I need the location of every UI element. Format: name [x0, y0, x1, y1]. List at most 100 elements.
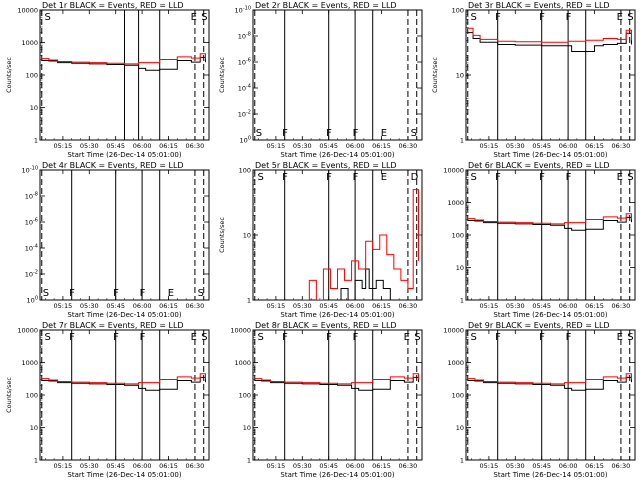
event-marker: S [627, 172, 633, 183]
event-marker: F [282, 128, 288, 139]
x-tick-label: 06:15 [372, 302, 391, 310]
x-tick-label: 05:45 [106, 462, 125, 470]
series-events [333, 268, 398, 300]
y-tick-label: 100 [240, 136, 251, 145]
chart-title: Det 2r BLACK = Events, RED = LLD [255, 1, 397, 10]
event-marker: E [617, 332, 623, 343]
event-marker: E [404, 332, 410, 343]
y-tick-label: 1 [460, 137, 464, 145]
x-tick-label: 06:00 [133, 302, 152, 310]
x-tick-label: 05:45 [319, 142, 338, 150]
x-axis-label: Start Time (26-Dec-14 05:01:00) [67, 311, 181, 319]
chart-panel-8: Det 8r BLACK = Events, RED = LLD 05:15 05:… [230, 321, 423, 479]
series-layer [41, 53, 206, 71]
x-tick-label: 06:15 [585, 302, 604, 310]
plot-frame [465, 9, 636, 141]
y-tick-label: 10 [243, 424, 251, 432]
x-tick-label: 05:15 [267, 142, 286, 150]
x-tick-label: 05:30 [80, 462, 99, 470]
y-tick-label: 10 [30, 424, 38, 432]
x-axis-label: Start Time (26-Dec-14 05:01:00) [280, 311, 394, 319]
plot-frame [252, 9, 423, 141]
y-tick-label: 10000 [230, 327, 251, 335]
y-tick-label: 10000 [443, 327, 464, 335]
event-marker: S [471, 172, 477, 183]
event-marker: F [566, 12, 572, 23]
x-tick-label: 05:30 [80, 302, 99, 310]
y-tick-label: 1 [34, 457, 38, 465]
chart-title: Det 8r BLACK = Events, RED = LLD [255, 321, 397, 330]
x-tick-label: 05:45 [106, 302, 125, 310]
event-marker: S [411, 128, 417, 139]
x-tick-label: 06:30 [612, 302, 631, 310]
x-tick-label: 06:00 [346, 142, 365, 150]
event-marker: F [326, 172, 332, 183]
y-tick-label: 1 [34, 137, 38, 145]
series-layer [467, 373, 632, 391]
x-tick-label: 05:30 [293, 462, 312, 470]
series-lld [41, 53, 206, 65]
event-marker: F [326, 332, 332, 343]
x-axis-label: Start Time (26-Dec-14 05:01:00) [493, 471, 607, 479]
x-tick-label: 06:15 [159, 462, 178, 470]
series-events [41, 376, 206, 391]
event-marker: S [627, 12, 633, 23]
series-events [467, 376, 632, 391]
event-marker: F [113, 288, 119, 299]
series-layer [254, 373, 419, 391]
event-marker: F [69, 332, 75, 343]
event-marker: F [495, 12, 501, 23]
x-tick-label: 05:30 [293, 302, 312, 310]
y-tick-label: 1 [460, 457, 464, 465]
y-tick-label: 100 [26, 72, 38, 80]
x-tick-label: 06:15 [585, 142, 604, 150]
event-marker: S [198, 288, 204, 299]
x-tick-label: 06:15 [159, 302, 178, 310]
y-tick-label: 1 [247, 297, 251, 305]
x-tick-label: 06:15 [372, 462, 391, 470]
event-marker: D [411, 172, 419, 183]
y-tick-label: 10-4 [25, 244, 38, 253]
y-axis-label: Counts/sec [218, 57, 226, 93]
x-tick-label: 06:30 [186, 302, 205, 310]
chart-title: Det 1r BLACK = Events, RED = LLD [42, 1, 184, 10]
chart-title: Det 4r BLACK = Events, RED = LLD [42, 161, 184, 170]
chart-panel-7: Det 7r BLACK = Events, RED = LLD 05:15 05:… [5, 321, 210, 479]
x-tick-label: 05:15 [480, 462, 499, 470]
y-tick-label: 100 [26, 392, 38, 400]
y-tick-label: 1000 [447, 199, 464, 207]
plot-frame [465, 169, 636, 301]
event-marker: F [353, 172, 359, 183]
y-tick-label: 10000 [443, 167, 464, 175]
series-lld [302, 189, 419, 300]
chart-panel-1: Det 1r BLACK = Events, RED = LLD 05:15 05:… [5, 1, 210, 159]
y-tick-label: 10-4 [238, 84, 251, 93]
event-marker: S [258, 332, 264, 343]
event-marker: E [191, 332, 197, 343]
series-lld [467, 213, 632, 225]
event-marker: F [140, 332, 146, 343]
event-marker: E [168, 288, 174, 299]
y-tick-label: 10 [243, 232, 251, 240]
y-tick-label: 10-2 [25, 270, 38, 279]
event-marker: E [191, 12, 197, 23]
chart-panel-2: Det 2r BLACK = Events, RED = LLD 05:15 05:… [218, 1, 423, 159]
x-tick-label: 05:45 [532, 462, 551, 470]
event-marker: F [539, 332, 545, 343]
y-tick-label: 10 [456, 264, 464, 272]
y-tick-label: 10-10 [22, 166, 38, 175]
y-tick-label: 100 [452, 7, 464, 15]
y-tick-label: 10-8 [238, 32, 251, 41]
chart-panel-5: Det 5r BLACK = Events, RED = LLD 05:15 05:… [218, 161, 423, 319]
event-marker: E [381, 128, 387, 139]
y-tick-label: 1000 [234, 359, 251, 367]
event-marker: E [617, 172, 623, 183]
series-lld [467, 27, 632, 43]
x-tick-label: 05:15 [54, 302, 73, 310]
x-tick-label: 05:15 [480, 302, 499, 310]
y-tick-label: 100 [452, 232, 464, 240]
event-marker: S [471, 332, 477, 343]
y-tick-label: 1000 [447, 359, 464, 367]
event-marker: F [539, 12, 545, 23]
x-tick-label: 06:00 [133, 462, 152, 470]
